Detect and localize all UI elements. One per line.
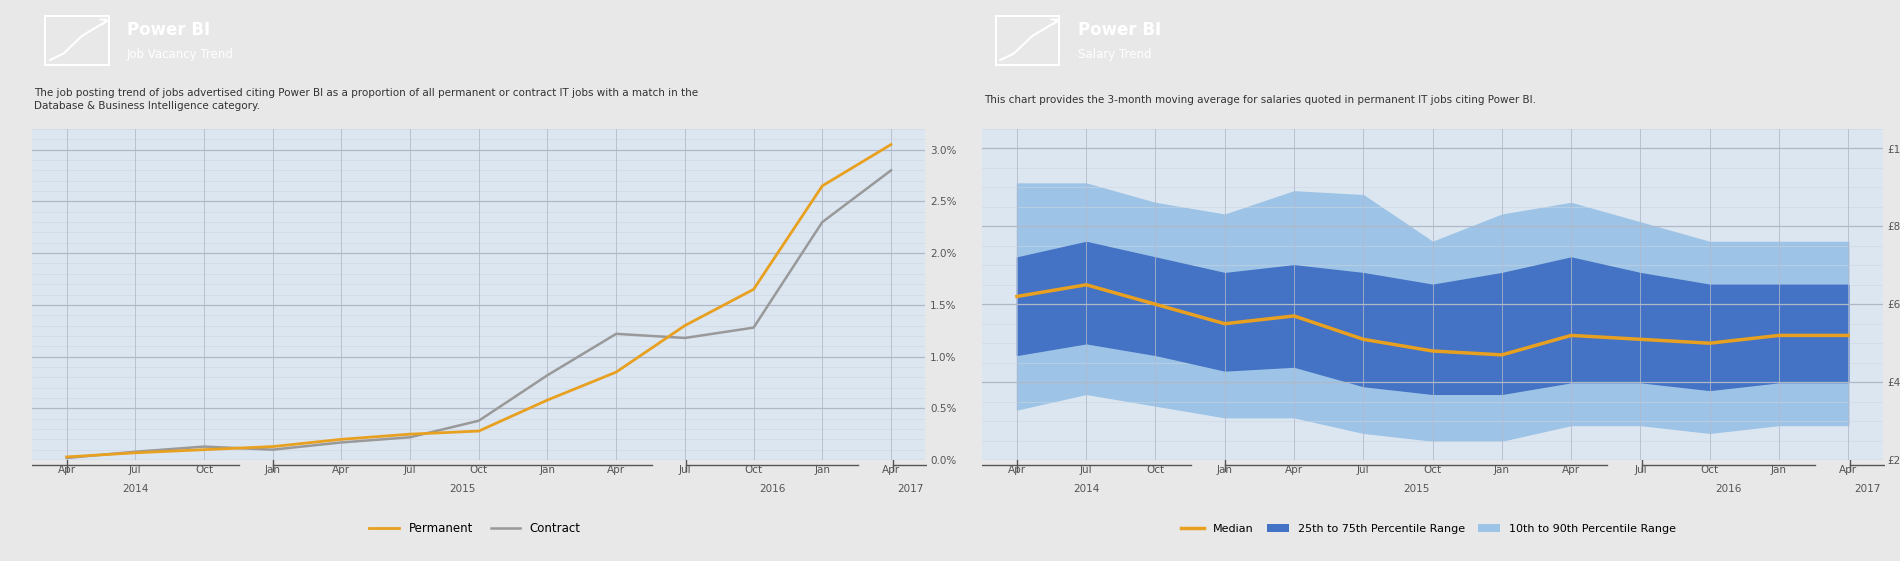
Text: 2016: 2016	[760, 484, 785, 494]
Text: Job Vacancy Trend: Job Vacancy Trend	[127, 48, 234, 61]
Text: The job posting trend of jobs advertised citing Power BI as a proportion of all : The job posting trend of jobs advertised…	[34, 88, 697, 112]
Text: 2015: 2015	[450, 484, 475, 494]
Text: 2017: 2017	[897, 484, 923, 494]
Text: 2015: 2015	[1402, 484, 1429, 494]
Text: 2016: 2016	[1716, 484, 1742, 494]
Legend: Median, 25th to 75th Percentile Range, 10th to 90th Percentile Range: Median, 25th to 75th Percentile Range, 1…	[1176, 519, 1682, 538]
Bar	[996, 16, 1060, 65]
Text: 2014: 2014	[122, 484, 148, 494]
Text: Power BI: Power BI	[1077, 21, 1161, 39]
Text: Power BI: Power BI	[127, 21, 209, 39]
Bar	[46, 16, 108, 65]
Text: 2017: 2017	[1854, 484, 1881, 494]
Text: Salary Trend: Salary Trend	[1077, 48, 1151, 61]
Text: This chart provides the 3-month moving average for salaries quoted in permanent : This chart provides the 3-month moving a…	[984, 95, 1535, 105]
Legend: Permanent, Contract: Permanent, Contract	[365, 517, 585, 540]
Text: 2014: 2014	[1074, 484, 1100, 494]
